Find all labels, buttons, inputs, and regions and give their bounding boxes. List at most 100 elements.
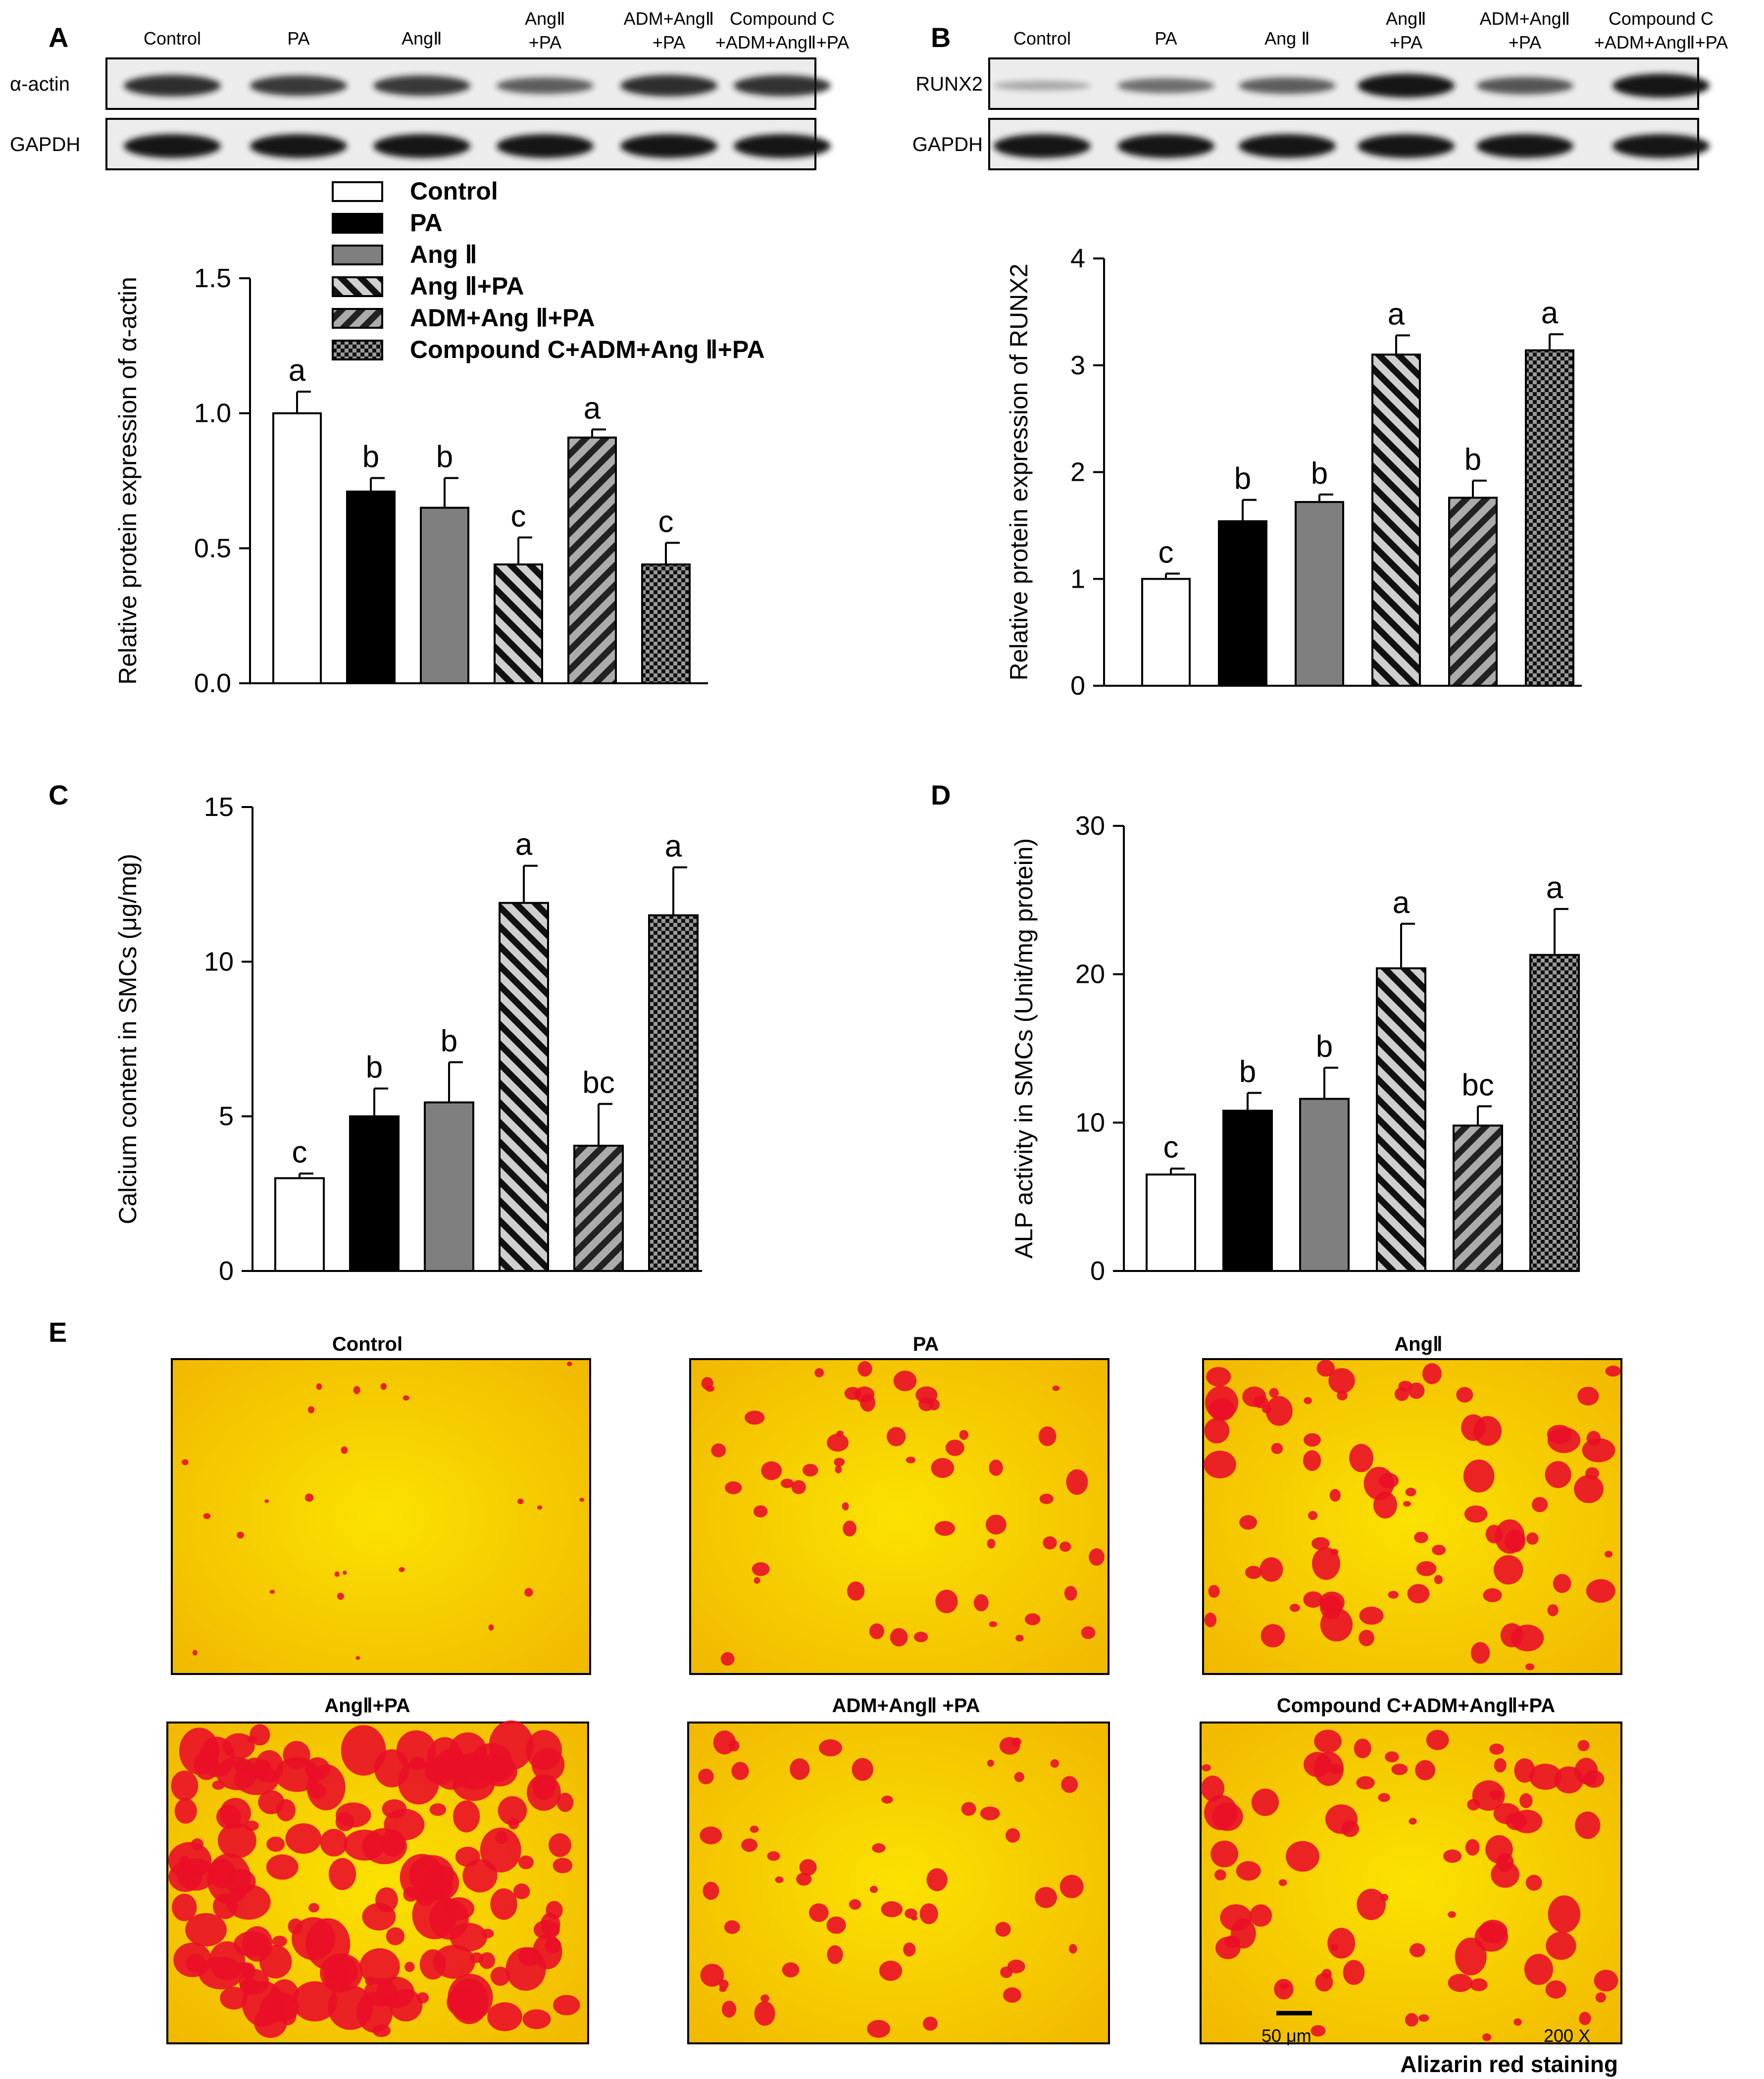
calcium-deposit xyxy=(174,1798,197,1824)
calcium-deposit xyxy=(553,1995,580,2016)
calcium-deposit xyxy=(1205,1385,1238,1420)
bar xyxy=(648,914,699,1272)
calcium-deposit xyxy=(754,1577,760,1584)
calcium-deposit xyxy=(985,1515,1007,1535)
calcium-deposit xyxy=(236,1962,253,1975)
lane-label-line2: +ADM+AngⅡ+PA xyxy=(715,32,849,52)
bar xyxy=(567,436,617,684)
calcium-deposit xyxy=(399,1567,405,1572)
panel-label-c: C xyxy=(49,779,68,811)
calcium-deposit xyxy=(545,1938,561,1954)
y-tick-label: 1.0 xyxy=(194,399,231,428)
calcium-deposit xyxy=(754,2001,775,2026)
calcium-deposit xyxy=(753,1505,768,1518)
lane-label: PA xyxy=(287,28,309,49)
calcium-deposit xyxy=(989,1621,998,1627)
calcium-deposit xyxy=(1204,1418,1230,1444)
calcium-deposit xyxy=(1416,1561,1437,1576)
lane-label: Control xyxy=(1013,28,1071,49)
calcium-deposit xyxy=(903,1942,916,1957)
y-tick-label: 0 xyxy=(219,1256,234,1286)
calcium-deposit xyxy=(283,1741,310,1770)
calcium-deposit xyxy=(382,1799,407,1819)
calcium-deposit xyxy=(292,1981,338,2022)
calcium-deposit xyxy=(386,1927,405,1945)
calcium-deposit xyxy=(1494,1758,1507,1773)
calcium-deposit xyxy=(881,1901,903,1918)
calcium-deposit xyxy=(1505,1529,1526,1553)
calcium-deposit xyxy=(1525,1875,1542,1891)
calcium-deposit xyxy=(1215,1936,1241,1959)
calcium-deposit xyxy=(799,1859,817,1876)
calcium-deposit xyxy=(1388,1591,1399,1599)
calcium-deposit xyxy=(980,1806,1000,1821)
calcium-deposit xyxy=(1385,1751,1399,1763)
stain-panel-title: PA xyxy=(913,1333,939,1355)
calcium-deposit xyxy=(835,1465,842,1473)
calcium-deposit xyxy=(1415,1760,1436,1780)
stain-panel-title: AngⅡ xyxy=(1394,1333,1442,1355)
calcium-deposit xyxy=(453,1800,480,1833)
significance-letter: a xyxy=(584,391,601,425)
calcium-deposit xyxy=(424,1757,456,1785)
calcium-deposit xyxy=(1260,1624,1285,1648)
calcium-deposit xyxy=(1577,1740,1590,1751)
calcium-deposit xyxy=(719,1986,727,1992)
legend-swatch xyxy=(332,213,383,234)
calcium-deposit xyxy=(931,1458,954,1478)
calcium-deposit xyxy=(1015,1634,1024,1642)
calcium-deposit xyxy=(1485,1835,1513,1864)
calcium-deposit xyxy=(1303,1450,1321,1471)
calcium-deposit xyxy=(1329,1764,1343,1774)
calcium-deposit xyxy=(1308,1511,1318,1521)
calcium-deposit xyxy=(731,1762,749,1780)
calcium-deposit xyxy=(1546,1931,1576,1960)
panel-label-e: E xyxy=(49,1317,67,1348)
calcium-deposit xyxy=(341,1446,348,1454)
calcium-deposit xyxy=(220,1986,248,2010)
calcium-deposit xyxy=(1314,1729,1342,1753)
lane-label-line1: ADM+AngⅡ xyxy=(1480,8,1570,29)
blot-band xyxy=(1117,134,1214,158)
calcium-deposit xyxy=(1311,1537,1330,1550)
calcium-deposit xyxy=(1327,1927,1356,1959)
calcium-deposit xyxy=(1574,1475,1604,1503)
calcium-deposit xyxy=(1526,1532,1539,1545)
calcium-deposit xyxy=(1513,2018,1522,2026)
calcium-deposit xyxy=(1405,1487,1416,1497)
calcium-deposit xyxy=(814,1368,824,1378)
calcium-deposit xyxy=(849,1899,861,1910)
bar xyxy=(1453,1124,1503,1272)
calcium-deposit xyxy=(843,1521,857,1537)
lane-label-line1: AngⅡ xyxy=(525,8,565,29)
calcium-deposit xyxy=(1315,1973,1333,1992)
calcium-deposit xyxy=(375,1887,398,1913)
lane-label-line1: Compound C xyxy=(730,8,835,29)
blot-band xyxy=(1476,77,1573,95)
calcium-deposit xyxy=(1463,1459,1495,1493)
calcium-deposit xyxy=(1525,1663,1535,1671)
bar xyxy=(346,490,396,685)
calcium-deposit xyxy=(750,1825,759,1833)
calcium-deposit xyxy=(553,1858,573,1874)
calcium-deposit xyxy=(711,1443,726,1458)
y-tick-label: 20 xyxy=(1075,960,1105,989)
staining-caption: Alizarin red staining xyxy=(1400,2051,1618,2077)
significance-letter: a xyxy=(515,828,533,862)
lane-label-line2: +ADM+AngⅡ+PA xyxy=(1594,32,1728,52)
calcium-deposit xyxy=(893,1370,917,1391)
calcium-deposit xyxy=(513,1883,530,1899)
calcium-deposit xyxy=(304,1493,314,1502)
calcium-deposit xyxy=(720,1652,735,1666)
calcium-deposit xyxy=(1089,1548,1105,1566)
calcium-deposit xyxy=(490,1888,517,1920)
significance-letter: a xyxy=(1546,871,1563,905)
stain-panel-title: ADM+AngⅡ +PA xyxy=(832,1695,980,1717)
calcium-deposit xyxy=(886,1427,906,1447)
lane-label-line1: ADM+AngⅡ xyxy=(624,8,714,29)
calcium-deposit xyxy=(172,1893,197,1922)
significance-letter: a xyxy=(1541,296,1559,330)
calcium-deposit xyxy=(803,1464,818,1477)
calcium-deposit xyxy=(1577,1386,1599,1406)
calcium-deposit xyxy=(1465,1839,1480,1856)
